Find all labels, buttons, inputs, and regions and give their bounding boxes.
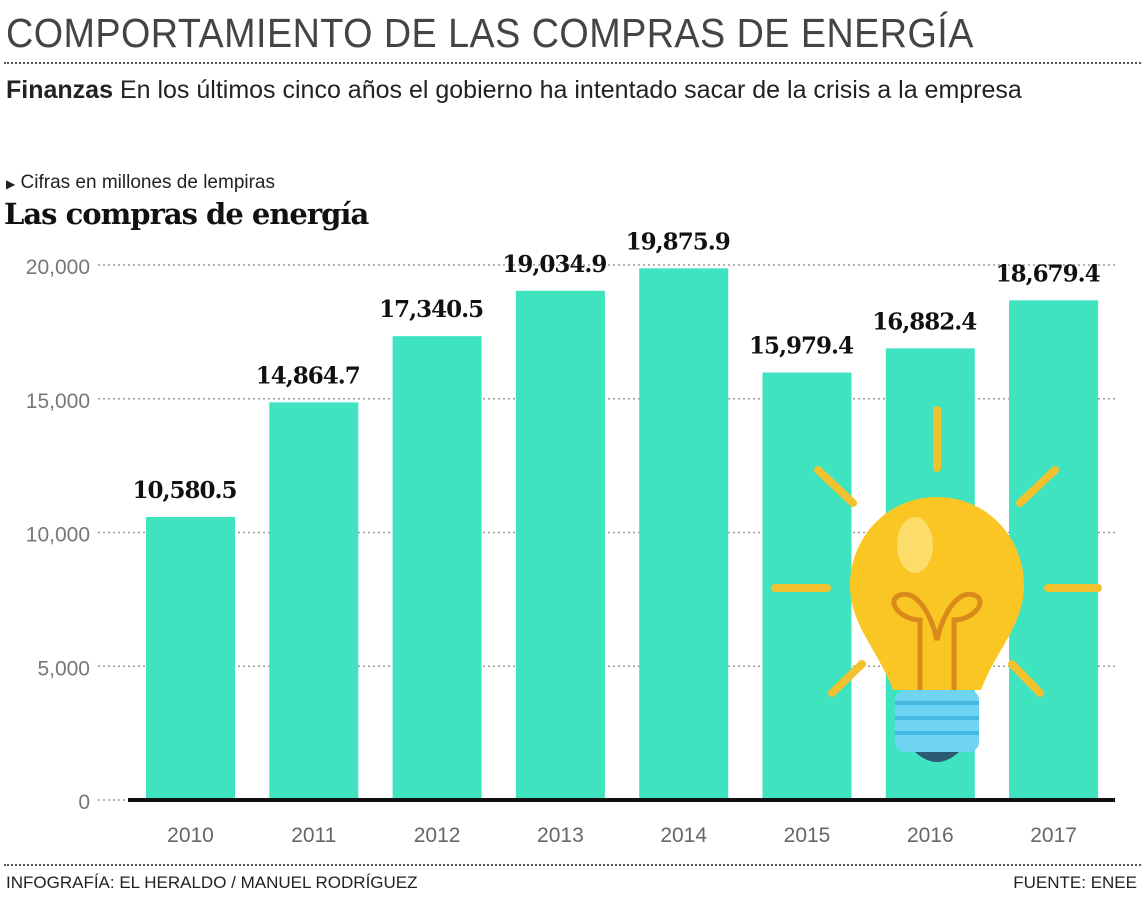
data-label: 19,034.9 <box>502 251 606 278</box>
bar <box>269 402 359 800</box>
divider <box>4 62 1141 64</box>
section-label: Finanzas <box>6 76 113 104</box>
data-label: 10,580.5 <box>132 477 236 504</box>
lightbulb-icon <box>771 406 1102 762</box>
source: FUENTE: ENEE <box>1013 873 1137 892</box>
x-tick-label: 2013 <box>537 824 584 847</box>
y-tick-label: 10,000 <box>26 524 90 547</box>
bar <box>1009 300 1099 800</box>
x-tick-label: 2017 <box>1030 824 1077 847</box>
data-label: 15,979.4 <box>749 333 854 360</box>
units-note-text: Cifras en millones de lempiras <box>20 172 276 193</box>
y-tick-label: 5,000 <box>37 657 90 680</box>
chart-title: Las compras de energía <box>4 197 369 231</box>
x-tick-label: 2010 <box>167 824 214 847</box>
x-tick-label: 2014 <box>660 824 707 847</box>
x-tick-label: 2016 <box>907 824 954 847</box>
bar <box>146 516 235 800</box>
credit: INFOGRAFÍA: EL HERALDO / MANUEL RODRÍGUE… <box>6 873 418 892</box>
bar <box>515 290 605 800</box>
subtitle: Finanzas En los últimos cinco años el go… <box>6 72 1046 108</box>
data-label: 18,679.4 <box>996 260 1101 287</box>
bar <box>392 336 482 800</box>
data-label: 19,875.9 <box>626 228 730 255</box>
y-tick-label: 20,000 <box>26 256 90 279</box>
x-tick-label: 2015 <box>784 824 831 847</box>
data-label: 16,882.4 <box>872 308 977 335</box>
subtitle-text: En los últimos cinco años el gobierno ha… <box>119 76 1022 104</box>
units-note: ▶ Cifras en millones de lempiras <box>6 172 275 194</box>
data-label: 14,864.7 <box>256 362 360 389</box>
y-tick-label: 0 <box>78 791 90 814</box>
y-tick-label: 15,000 <box>26 390 90 413</box>
triangle-icon: ▶ <box>6 177 16 191</box>
bar <box>639 268 729 800</box>
footer-divider <box>4 864 1141 866</box>
page-title: COMPORTAMIENTO DE LAS COMPRAS DE ENERGÍA <box>6 10 974 56</box>
x-tick-label: 2012 <box>414 824 461 847</box>
x-tick-label: 2011 <box>291 824 336 847</box>
data-label: 17,340.5 <box>379 296 483 323</box>
